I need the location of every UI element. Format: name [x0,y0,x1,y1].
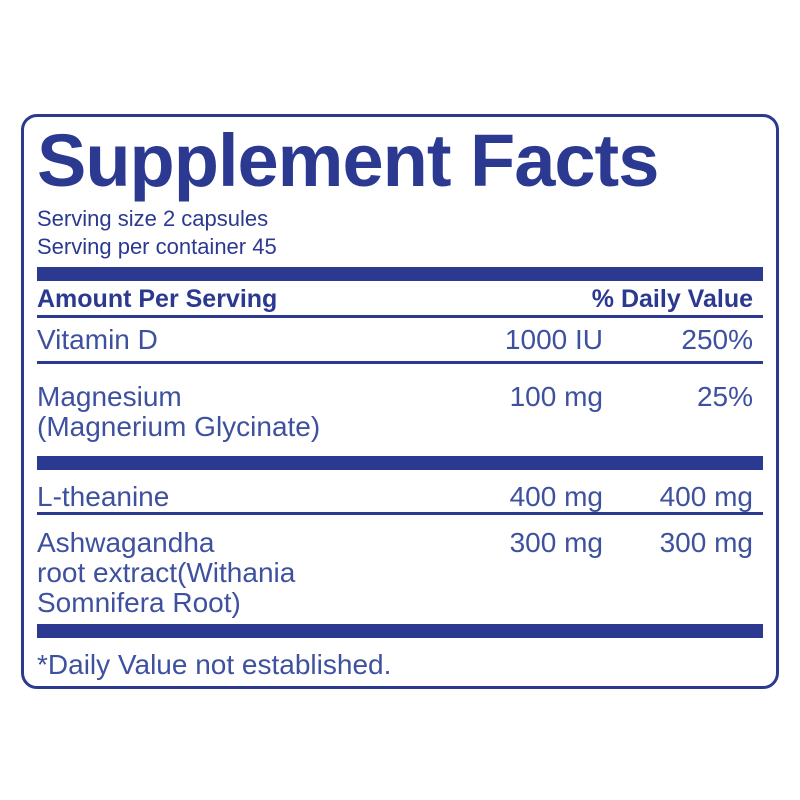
thin-separator-header [37,314,763,318]
nutrient-name: Vitamin D [37,323,158,355]
nutrient-amount: 400 mg [509,480,603,512]
column-header-row: Amount Per Serving % Daily Value [37,281,763,315]
amount-per-serving-header: Amount Per Serving [37,284,278,313]
daily-value-header: % Daily Value [591,284,753,313]
thin-separator-l-theanine [37,511,763,515]
nutrient-amount: 300 mg [509,526,603,558]
serving-info: Serving size 2 capsules Serving per cont… [37,205,763,261]
nutrient-row-vitamin-d: Vitamin D 1000 IU 250% [37,318,763,361]
supplement-facts-title: Supplement Facts [37,119,659,202]
thick-separator-bar-middle [37,455,763,470]
serving-size-line: Serving size 2 capsules [37,205,269,231]
nutrient-amount: 1000 IU [504,323,603,355]
servings-per-container-line: Serving per container 45 [37,233,277,259]
nutrient-row-magnesium: Magnesium (Magnerium Glycinate) 100 mg 2… [37,364,763,456]
nutrient-daily-value: 400 mg [659,480,753,512]
nutrient-name: Magnesium (Magnerium Glycinate) [37,380,321,442]
nutrient-amount: 100 mg [509,380,603,412]
thin-separator-vitamin-d [37,360,763,364]
thick-separator-bar-bottom [37,623,763,638]
nutrient-row-l-theanine: L-theanine 400 mg 400 mg [37,470,763,512]
nutrient-name: L-theanine [37,480,170,512]
supplement-facts-panel: Supplement Facts Serving size 2 capsules… [21,114,779,689]
daily-value-footnote: *Daily Value not established. [37,648,392,680]
nutrient-name: Ashwagandha root extract(Withania Somnif… [37,526,296,618]
nutrient-daily-value: 25% [696,380,753,412]
nutrient-daily-value: 300 mg [659,526,753,558]
nutrient-row-ashwagandha: Ashwagandha root extract(Withania Somnif… [37,515,763,624]
nutrient-daily-value: 250% [681,323,753,355]
thick-separator-bar-top [37,266,763,281]
